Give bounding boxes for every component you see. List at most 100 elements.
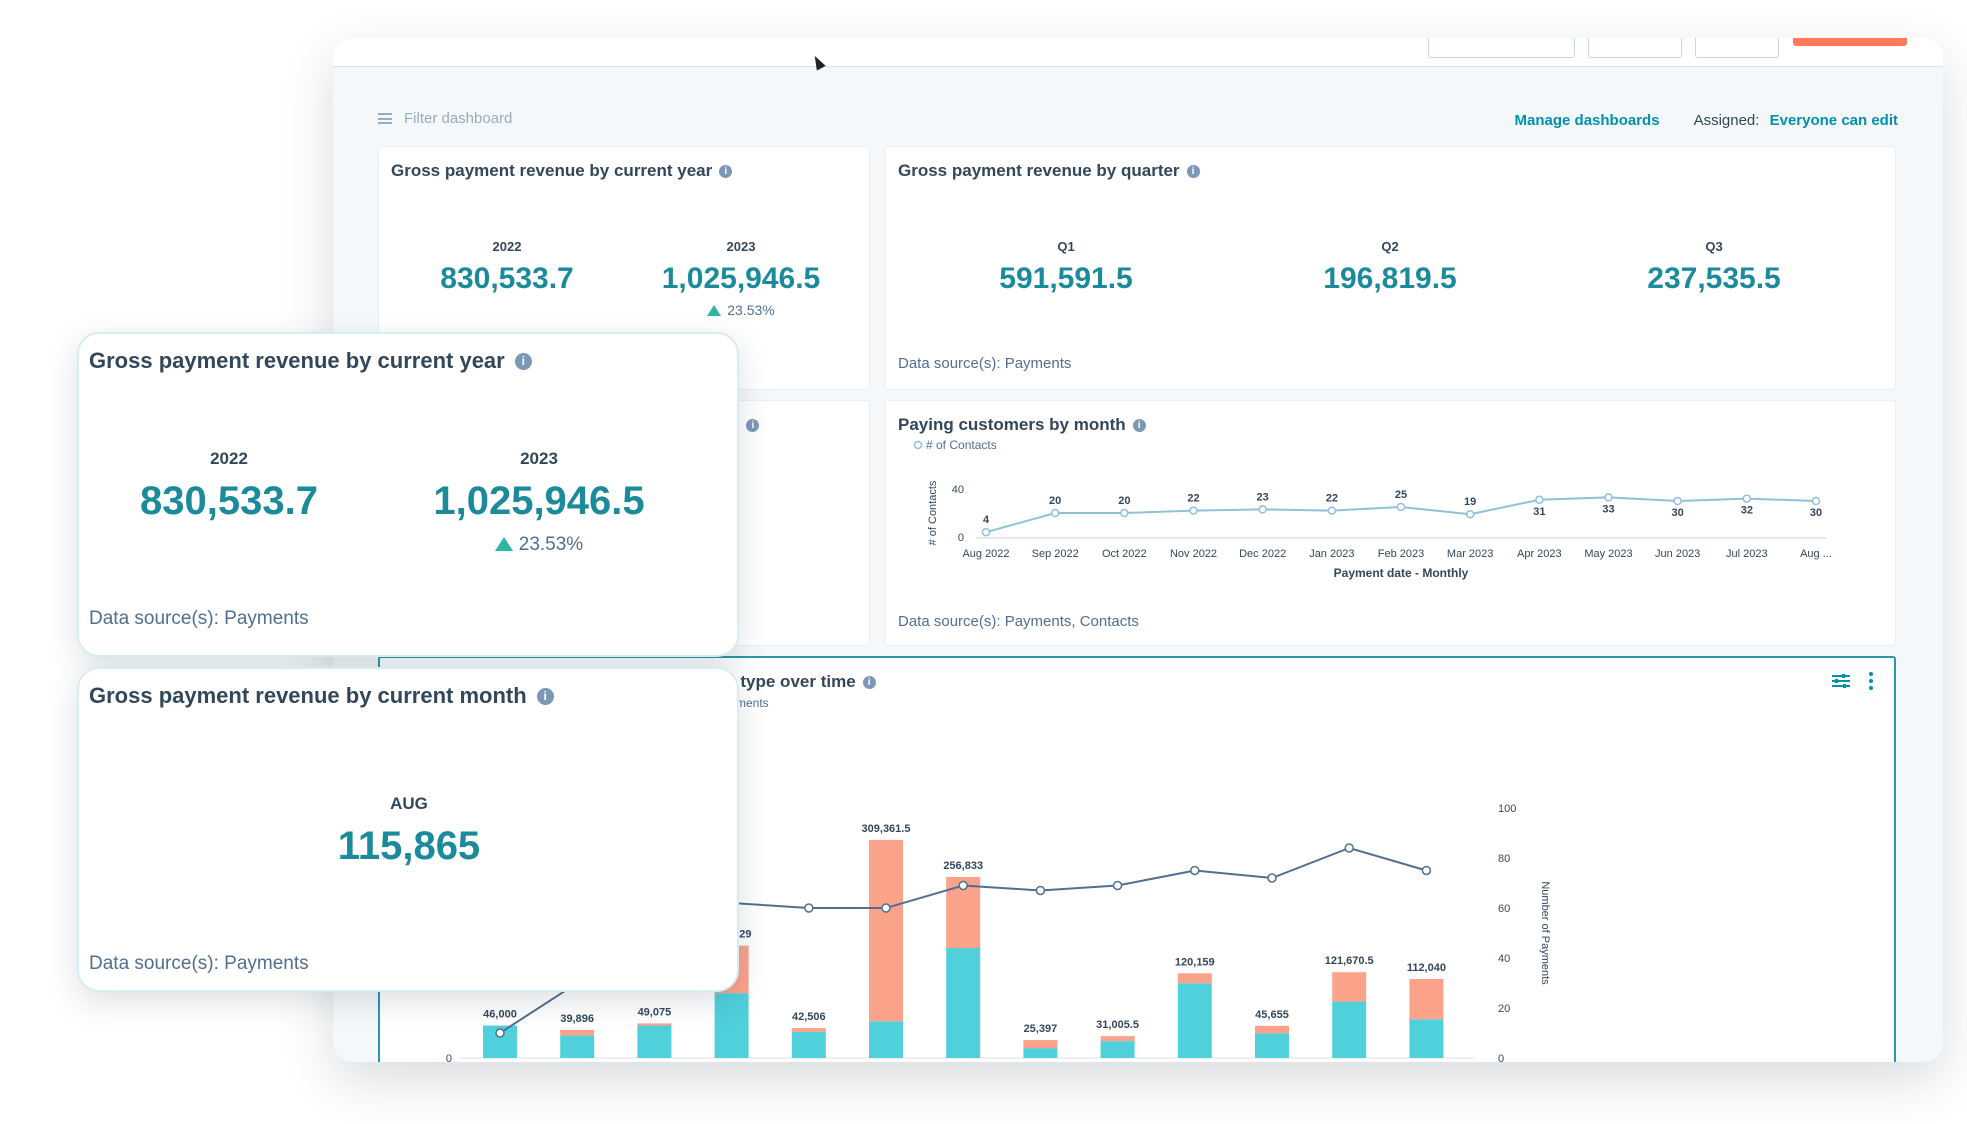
kpi-delta-value: 23.53% <box>727 302 775 318</box>
legend-label: # of Contacts <box>926 438 997 452</box>
info-icon[interactable]: i <box>719 164 733 178</box>
toolbar-primary-button[interactable] <box>1793 38 1907 46</box>
line-data-point <box>1267 873 1277 883</box>
data-source: Data source(s): Payments <box>89 953 309 974</box>
filter-icon <box>378 113 392 124</box>
y-right-tick-label: 40 <box>1498 953 1510 965</box>
bar-total-label: 46,000 <box>483 1009 517 1021</box>
data-point <box>1811 496 1821 506</box>
bar-segment-secondary <box>560 1029 595 1036</box>
kpi-value: 591,591.5 <box>999 262 1133 295</box>
chart-settings-icon[interactable] <box>1830 672 1852 690</box>
kpi-value: 196,819.5 <box>1323 262 1457 295</box>
data-point <box>1742 494 1752 503</box>
kpi-label: 2022 <box>492 239 522 254</box>
bar-segment-primary <box>1177 983 1212 1058</box>
data-point <box>981 527 991 537</box>
y-right-tick-label: 60 <box>1498 903 1510 915</box>
card-title-text: Gross payment revenue by quarter <box>898 161 1180 180</box>
bar-segment-primary <box>1409 1019 1444 1058</box>
data-label: 32 <box>1741 505 1753 517</box>
header-actions: Manage dashboards Assigned: Everyone can… <box>1515 112 1898 129</box>
kpi-delta-value: 23.53% <box>518 534 584 555</box>
legend-marker <box>913 440 923 450</box>
bar-segment-primary <box>1100 1041 1135 1058</box>
assigned-value-link[interactable]: Everyone can edit <box>1769 112 1898 129</box>
toolbar-button-2[interactable] <box>1588 38 1682 58</box>
card-title-text: Gross payment revenue by current month <box>89 683 527 708</box>
bar-segment-primary <box>869 1021 903 1058</box>
toolbar-button-3[interactable] <box>1695 38 1779 58</box>
y-right-tick-label: 80 <box>1498 853 1510 865</box>
card-title-text: t type over time <box>730 672 856 691</box>
line-data-point <box>1344 843 1354 853</box>
filter-dashboard-label: Filter dashboard <box>404 110 513 127</box>
kpi-2022: 2022 830,533.7 <box>427 239 587 296</box>
data-label: 30 <box>1672 507 1684 519</box>
bar-total-label: 49,075 <box>638 1006 672 1018</box>
data-label: 22 <box>1326 493 1338 505</box>
bar-total-label: 31,005.5 <box>1096 1019 1139 1031</box>
more-options-icon[interactable] <box>1866 671 1876 691</box>
bar-total-label: 39,896 <box>560 1013 594 1025</box>
card-paying-customers: Paying customers by month i # of Contact… <box>885 400 1896 646</box>
kpi-label: 2023 <box>520 449 558 468</box>
line-data-point <box>881 903 891 913</box>
line-data-point <box>804 903 814 913</box>
data-point <box>1465 509 1475 519</box>
kpi-value: 115,865 <box>337 824 481 868</box>
kpi-value: 1,025,946.5 <box>661 262 821 295</box>
data-label: 19 <box>1464 496 1476 508</box>
x-tick-label: Mar 2023 <box>1447 548 1493 560</box>
card-title: t type over time i <box>730 672 876 692</box>
manage-dashboards-link[interactable]: Manage dashboards <box>1514 112 1660 129</box>
data-point <box>1050 508 1060 518</box>
y-tick-label: 0 <box>958 532 964 544</box>
info-icon[interactable]: i <box>1186 164 1200 178</box>
kpi-delta: 23.53% <box>399 534 679 556</box>
line-data-point <box>958 880 968 891</box>
x-tick-label: Jun 2023 <box>1655 548 1700 560</box>
x-tick-label: Jul 2023 <box>1726 548 1768 560</box>
kpi-q3: Q3 237,535.5 <box>1614 239 1814 296</box>
bar-segment-primary <box>637 1025 672 1058</box>
bar-segment-secondary <box>637 1023 672 1026</box>
info-icon[interactable]: i <box>746 418 760 432</box>
data-point <box>1327 506 1337 515</box>
x-tick-label: Apr 2023 <box>1517 548 1562 560</box>
line-data-point <box>1112 880 1123 891</box>
bar-segment-secondary <box>791 1028 826 1032</box>
y-right-axis-label: Number of Payments <box>1539 881 1551 985</box>
data-label: 20 <box>1118 495 1130 507</box>
bar-total-label: 42,506 <box>792 1011 826 1023</box>
data-point <box>1120 508 1129 518</box>
toolbar-button-1[interactable] <box>1428 38 1575 58</box>
bar-segment-secondary <box>1332 972 1367 1002</box>
bar-segment-primary <box>714 993 749 1058</box>
x-tick-label: Dec 2022 <box>1239 548 1286 560</box>
x-tick-label: Nov 2022 <box>1170 548 1217 560</box>
floating-card-current-month: Gross payment revenue by current month i… <box>77 667 739 992</box>
line-data-point <box>1190 865 1200 876</box>
x-tick-label: Aug 2022 <box>962 548 1009 560</box>
info-icon[interactable]: i <box>536 687 554 705</box>
line-data-point <box>1421 865 1432 876</box>
floating-card-current-year: Gross payment revenue by current year i … <box>77 332 739 657</box>
data-source: Data source(s): Payments <box>89 608 309 629</box>
data-label: 22 <box>1187 493 1199 505</box>
info-icon[interactable]: i <box>514 352 532 370</box>
filter-dashboard[interactable]: Filter dashboard <box>378 110 512 127</box>
x-axis-label: Payment date - Monthly <box>1334 566 1469 580</box>
chart-legend-fragment: yments <box>730 696 769 710</box>
info-icon[interactable]: i <box>862 675 876 689</box>
data-label: 23 <box>1257 491 1269 503</box>
x-tick-label: Oct 2022 <box>1102 548 1147 560</box>
card-revenue-by-quarter: Gross payment revenue by quarter i Q1 59… <box>885 146 1896 390</box>
bar-segment-primary <box>1255 1033 1289 1058</box>
bar-segment-secondary <box>869 839 903 1022</box>
data-point <box>1535 495 1544 505</box>
data-label: 33 <box>1602 503 1614 515</box>
bar-segment-primary <box>1332 1001 1367 1058</box>
info-icon[interactable]: i <box>1132 418 1146 432</box>
data-point <box>1189 506 1198 515</box>
